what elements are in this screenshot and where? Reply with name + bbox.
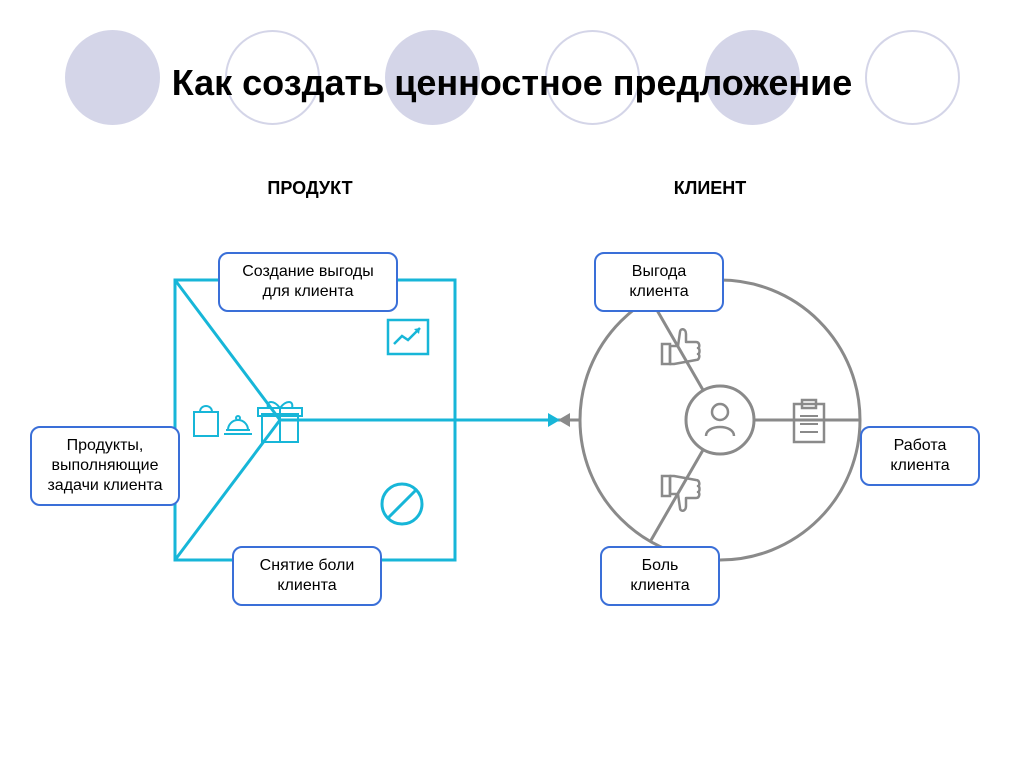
diagram-area: Создание выгодыдля клиента Продукты,выпо… [0,230,1024,700]
client-label-bottom: Больклиента [600,546,720,606]
thumbs-up-icon [662,329,700,364]
chart-icon [388,320,428,354]
product-label-left: Продукты,выполняющиезадачи клиента [30,426,180,506]
client-label-top: Выгодаклиента [594,252,724,312]
client-heading: КЛИЕНТ [620,178,800,199]
client-label-right: Работаклиента [860,426,980,486]
product-heading: ПРОДУКТ [220,178,400,199]
ban-icon [382,484,422,524]
bag-icon [194,406,218,436]
product-label-bottom: Снятие боликлиента [232,546,382,606]
page-title: Как создать ценностное предложение [0,62,1024,104]
product-label-top: Создание выгодыдля клиента [218,252,398,312]
dish-icon [224,416,252,434]
gift-icon [258,402,302,442]
thumbs-down-icon [662,476,700,511]
